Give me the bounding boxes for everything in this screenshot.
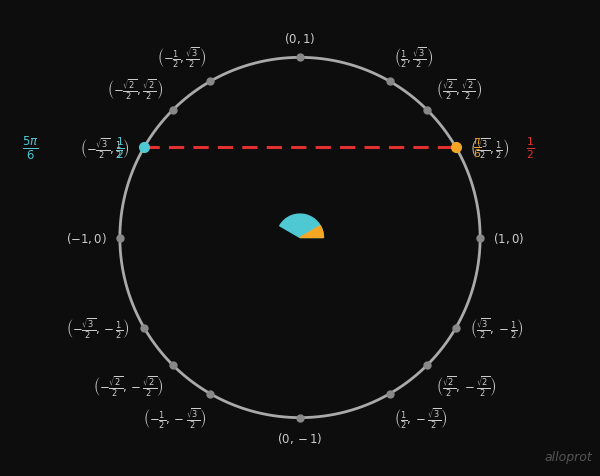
Text: $\left(\frac{\sqrt{2}}{2},-\frac{\sqrt{2}}{2}\right)$: $\left(\frac{\sqrt{2}}{2},-\frac{\sqrt{2…: [436, 374, 497, 398]
Text: $\left(-\frac{1}{2},\frac{\sqrt{3}}{2}\right)$: $\left(-\frac{1}{2},\frac{\sqrt{3}}{2}\r…: [157, 46, 206, 70]
Text: $\left(-\frac{1}{2},-\frac{\sqrt{3}}{2}\right)$: $\left(-\frac{1}{2},-\frac{\sqrt{3}}{2}\…: [143, 406, 206, 430]
Text: $\left(-\frac{\sqrt{2}}{2},\frac{\sqrt{2}}{2}\right)$: $\left(-\frac{\sqrt{2}}{2},\frac{\sqrt{2…: [107, 78, 164, 102]
Text: $\left(\frac{\sqrt{2}}{2},\frac{\sqrt{2}}{2}\right)$: $\left(\frac{\sqrt{2}}{2},\frac{\sqrt{2}…: [436, 78, 482, 102]
Text: $\frac{\pi}{6}$: $\frac{\pi}{6}$: [473, 137, 482, 160]
Text: $\left(-\frac{\sqrt{2}}{2},-\frac{\sqrt{2}}{2}\right)$: $\left(-\frac{\sqrt{2}}{2},-\frac{\sqrt{…: [93, 374, 164, 398]
Text: $(1,0)$: $(1,0)$: [493, 230, 524, 246]
Text: $(-1,0)$: $(-1,0)$: [66, 230, 107, 246]
Text: $(0,-1)$: $(0,-1)$: [277, 430, 323, 446]
Text: $\left(\frac{\sqrt{3}}{2},\frac{1}{2}\right)$: $\left(\frac{\sqrt{3}}{2},\frac{1}{2}\ri…: [470, 136, 510, 160]
Text: $\frac{5\pi}{6}$: $\frac{5\pi}{6}$: [22, 134, 38, 162]
Text: $\left(-\frac{\sqrt{3}}{2},\frac{1}{2}\right)$: $\left(-\frac{\sqrt{3}}{2},\frac{1}{2}\r…: [80, 136, 130, 160]
Wedge shape: [280, 215, 323, 238]
Text: $\frac{1}{2}$: $\frac{1}{2}$: [526, 135, 535, 161]
Text: $\left(\frac{1}{2},\frac{\sqrt{3}}{2}\right)$: $\left(\frac{1}{2},\frac{\sqrt{3}}{2}\ri…: [394, 46, 433, 70]
Text: $\frac{1}{2}$: $\frac{1}{2}$: [116, 135, 125, 161]
Text: $\left(\frac{\sqrt{3}}{2},-\frac{1}{2}\right)$: $\left(\frac{\sqrt{3}}{2},-\frac{1}{2}\r…: [470, 316, 524, 340]
Text: $\left(-\frac{\sqrt{3}}{2},-\frac{1}{2}\right)$: $\left(-\frac{\sqrt{3}}{2},-\frac{1}{2}\…: [66, 316, 130, 340]
Text: $\left(\frac{1}{2},-\frac{\sqrt{3}}{2}\right)$: $\left(\frac{1}{2},-\frac{\sqrt{3}}{2}\r…: [394, 406, 448, 430]
Wedge shape: [300, 226, 323, 238]
Text: $(0,1)$: $(0,1)$: [284, 30, 316, 46]
Text: alloprot: alloprot: [544, 450, 592, 463]
